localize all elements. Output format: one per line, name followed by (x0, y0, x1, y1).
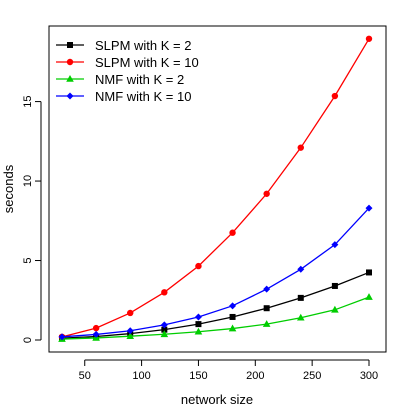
series-layer (58, 35, 373, 342)
legend-marker (66, 75, 74, 82)
data-point (262, 320, 271, 327)
legend: SLPM with K = 2 SLPM with K = 10 NMF with … (56, 38, 199, 104)
legend-label: SLPM with K = 2 (95, 38, 191, 53)
legend-item: SLPM with K = 2 (56, 38, 191, 53)
data-point (194, 327, 203, 335)
data-point (229, 313, 236, 320)
data-point (195, 262, 202, 270)
legend-marker (66, 92, 74, 100)
y-tick-label: 0 (22, 337, 34, 343)
legend-marker (67, 42, 73, 48)
legend-item: NMF with K = 10 (56, 89, 191, 104)
series-line (61, 207, 370, 338)
legend-label: SLPM with K = 10 (95, 55, 199, 70)
series-line (61, 38, 370, 338)
legend-label: NMF with K = 10 (95, 89, 191, 104)
data-point (92, 324, 100, 332)
data-point (365, 35, 373, 42)
legend-marker (66, 58, 74, 66)
data-point (263, 305, 270, 312)
data-point (194, 313, 202, 321)
data-point (331, 282, 338, 289)
data-point (228, 324, 237, 332)
data-point (297, 144, 304, 151)
series-4 (58, 204, 373, 341)
legend-label: NMF with K = 2 (95, 72, 184, 87)
x-tick-label: 300 (360, 370, 378, 382)
data-point (296, 313, 305, 321)
data-point (58, 333, 66, 341)
x-axis: 50 100 150 200 250 300 (79, 359, 378, 382)
data-point (263, 285, 271, 293)
data-point (161, 326, 168, 333)
y-axis-title: seconds (1, 164, 16, 213)
data-point (331, 305, 339, 313)
data-point (126, 332, 135, 339)
plot-frame (48, 25, 387, 353)
y-tick-label: 5 (22, 257, 34, 263)
data-point (229, 229, 236, 236)
legend-item: NMF with K = 2 (56, 72, 184, 87)
series-line (61, 296, 370, 340)
series-line (61, 271, 370, 339)
data-point (195, 321, 202, 328)
data-point (297, 294, 304, 301)
x-axis-title: network size (181, 392, 253, 407)
data-point (365, 293, 373, 300)
x-tick-label: 50 (79, 370, 91, 382)
data-point (331, 92, 339, 100)
x-tick-label: 100 (132, 370, 150, 382)
data-point (126, 327, 134, 335)
series-2 (58, 35, 373, 341)
data-point (366, 269, 372, 276)
x-tick-label: 250 (303, 370, 321, 382)
y-tick-label: 10 (22, 175, 34, 187)
data-point (297, 265, 305, 273)
x-tick-label: 200 (246, 370, 264, 382)
data-point (161, 289, 168, 296)
data-point (127, 309, 134, 317)
data-point (365, 204, 373, 212)
y-axis: 0 5 10 15 (22, 95, 42, 343)
data-point (229, 302, 237, 310)
series-3 (58, 293, 373, 342)
data-point (263, 190, 270, 197)
data-point (160, 330, 169, 338)
x-tick-label: 150 (189, 370, 207, 382)
legend-item: SLPM with K = 10 (56, 55, 199, 70)
data-point (331, 241, 339, 249)
data-point (160, 321, 168, 329)
y-tick-label: 15 (22, 95, 34, 107)
data-point (92, 330, 100, 338)
